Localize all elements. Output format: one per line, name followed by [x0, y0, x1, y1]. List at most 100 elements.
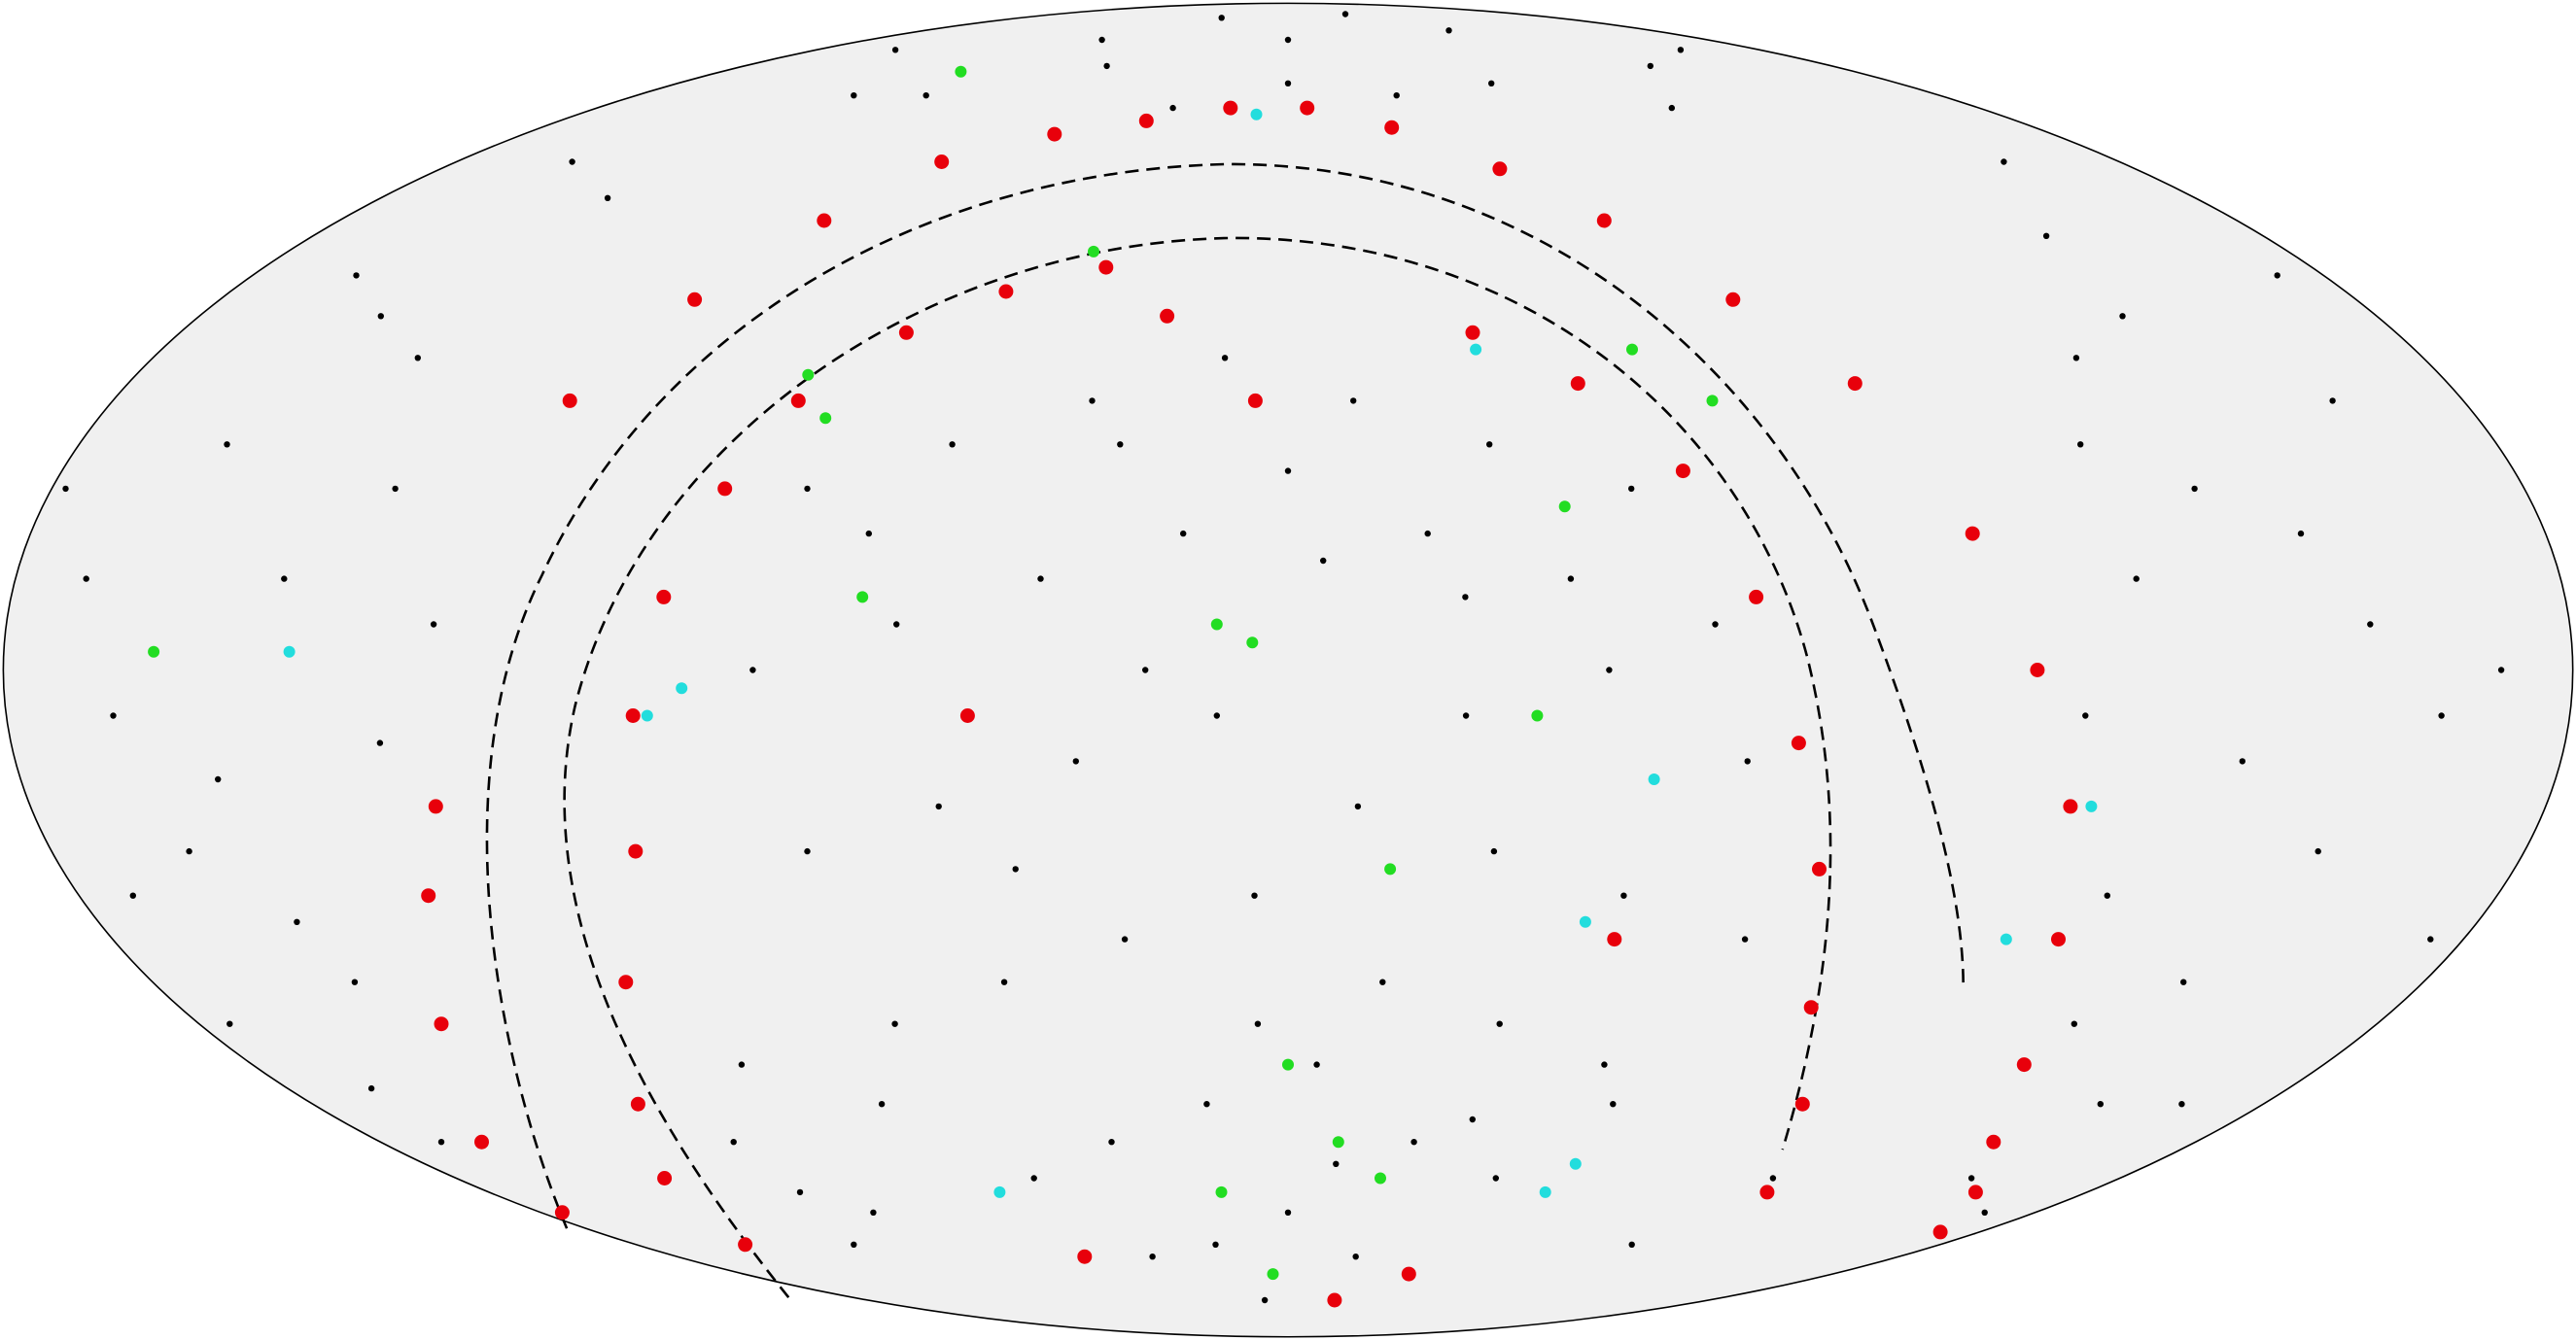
- point: [1741, 936, 1749, 943]
- point: [1424, 530, 1431, 537]
- point: [949, 441, 956, 448]
- point: [1744, 758, 1751, 765]
- point: [1496, 1020, 1503, 1027]
- point: [2071, 1020, 2077, 1027]
- point: [1706, 395, 1719, 407]
- point: [377, 313, 384, 320]
- point: [1628, 1241, 1635, 1249]
- point: [1579, 915, 1591, 928]
- point: [430, 621, 437, 628]
- point: [1210, 618, 1223, 631]
- point: [687, 292, 703, 307]
- point: [898, 325, 914, 340]
- point: [657, 1171, 673, 1185]
- point: [1967, 1175, 1975, 1182]
- point: [1251, 892, 1258, 899]
- point: [414, 355, 421, 361]
- point: [1284, 467, 1292, 474]
- point: [1379, 979, 1386, 985]
- point: [1333, 1160, 1340, 1168]
- point: [1647, 62, 1654, 70]
- point: [1223, 100, 1238, 116]
- point: [2274, 272, 2280, 279]
- point: [851, 92, 857, 99]
- point: [1108, 1139, 1115, 1146]
- point: [62, 485, 69, 493]
- point: [1668, 104, 1676, 112]
- point: [1626, 343, 1638, 356]
- point: [215, 775, 222, 783]
- point: [1569, 1157, 1582, 1170]
- point-series: [148, 65, 1719, 1281]
- point: [2180, 979, 2187, 985]
- point: [1570, 376, 1585, 392]
- point: [569, 158, 575, 165]
- point-series: [62, 11, 2505, 1304]
- point: [1203, 1101, 1210, 1108]
- point: [1490, 847, 1498, 855]
- point: [1089, 397, 1096, 404]
- point: [1221, 355, 1229, 361]
- point: [1620, 892, 1627, 899]
- point: [1218, 15, 1225, 21]
- point: [1648, 773, 1660, 785]
- point: [2297, 530, 2305, 537]
- sky-frame: [3, 3, 2572, 1336]
- point: [1492, 161, 1508, 177]
- point: [283, 645, 296, 658]
- point: [993, 1185, 1006, 1198]
- point: [434, 1016, 449, 1032]
- point: [625, 708, 641, 723]
- point: [1098, 36, 1105, 44]
- point: [437, 1139, 445, 1146]
- point: [865, 530, 872, 537]
- point: [1088, 245, 1099, 258]
- point: [1117, 441, 1124, 448]
- point: [1794, 1096, 1810, 1112]
- band-inner-edge: [565, 238, 1830, 1297]
- point: [367, 1084, 375, 1092]
- point: [83, 575, 89, 582]
- point: [2085, 800, 2098, 812]
- point: [2315, 847, 2321, 855]
- point: [1350, 397, 1357, 404]
- point: [1401, 1266, 1416, 1282]
- point: [870, 1209, 877, 1217]
- point: [129, 892, 136, 899]
- point: [1160, 308, 1175, 324]
- point: [1628, 485, 1635, 493]
- point: [1284, 80, 1292, 87]
- point: [1341, 11, 1349, 17]
- point: [392, 485, 399, 493]
- point: [851, 1241, 857, 1249]
- point: [554, 1205, 570, 1220]
- point: [281, 575, 288, 582]
- point: [1169, 104, 1176, 112]
- point: [1486, 441, 1493, 448]
- point: [1212, 1241, 1219, 1249]
- point: [2133, 575, 2140, 582]
- point: [1601, 1061, 1608, 1068]
- point: [955, 65, 967, 78]
- point: [1759, 1185, 1775, 1200]
- point: [2119, 313, 2126, 320]
- point: [1791, 736, 1806, 751]
- point: [796, 1188, 804, 1196]
- point: [2178, 1101, 2185, 1108]
- point: [1465, 325, 1480, 340]
- point: [1103, 62, 1110, 70]
- point: [738, 1061, 746, 1068]
- point: [353, 272, 360, 279]
- point: [891, 1020, 898, 1027]
- point: [1313, 1061, 1320, 1068]
- point: [1981, 1209, 1988, 1217]
- point: [1712, 621, 1719, 628]
- point: [1470, 343, 1482, 356]
- point: [421, 888, 436, 904]
- point: [1320, 557, 1327, 565]
- point: [1012, 866, 1019, 873]
- point: [641, 709, 653, 722]
- point: [1000, 979, 1008, 985]
- point: [1149, 1254, 1156, 1260]
- points: [62, 11, 2505, 1308]
